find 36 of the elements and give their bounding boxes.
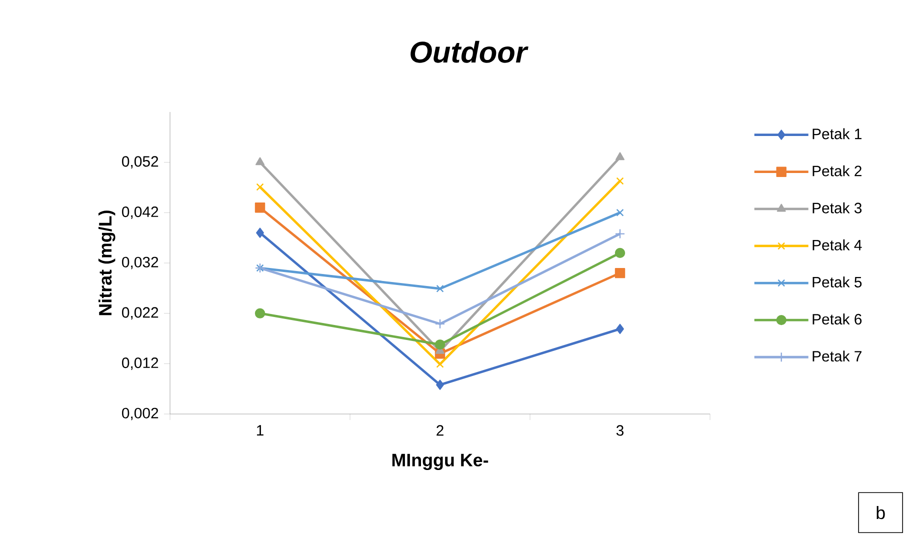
y-tick-label: 0,002 — [122, 408, 158, 420]
point — [616, 177, 624, 185]
text: b — [876, 506, 885, 520]
y-tick-label: 0,052 — [122, 156, 158, 168]
x-tick-label: 1 — [256, 425, 264, 436]
point — [254, 202, 266, 213]
point — [436, 284, 444, 292]
legend-label: Petak 7 — [812, 350, 862, 362]
point — [256, 228, 264, 238]
y-axis-title: Nitrat (mg/L) — [98, 210, 116, 316]
legend-label: Petak 5 — [812, 276, 862, 288]
chart-title: Outdoor — [410, 40, 528, 63]
legend-label: Petak 1 — [812, 128, 862, 140]
point — [614, 228, 626, 239]
point — [256, 183, 264, 191]
point — [616, 152, 625, 160]
legend-label: Petak 6 — [812, 314, 862, 325]
y-tick-label: 0,032 — [122, 256, 158, 270]
x-axis-title: MInggu Ke- — [392, 454, 488, 470]
point — [614, 248, 626, 258]
x-tick-label: 3 — [616, 425, 624, 436]
point — [616, 324, 624, 334]
legend-label: Petak 3 — [812, 202, 862, 214]
y-tick-label: 0,022 — [122, 307, 158, 320]
point — [616, 208, 624, 216]
legend-label: Petak 2 — [812, 165, 862, 176]
point — [434, 339, 446, 350]
y-tick-label: 0,012 — [122, 357, 158, 370]
x-tick-label: 2 — [436, 425, 444, 436]
y-tick-label: 0,042 — [122, 206, 158, 219]
point — [434, 318, 446, 330]
point — [614, 268, 626, 278]
legend-label: Petak 4 — [812, 239, 862, 250]
point — [254, 308, 266, 318]
point — [256, 157, 265, 166]
point — [436, 380, 444, 390]
